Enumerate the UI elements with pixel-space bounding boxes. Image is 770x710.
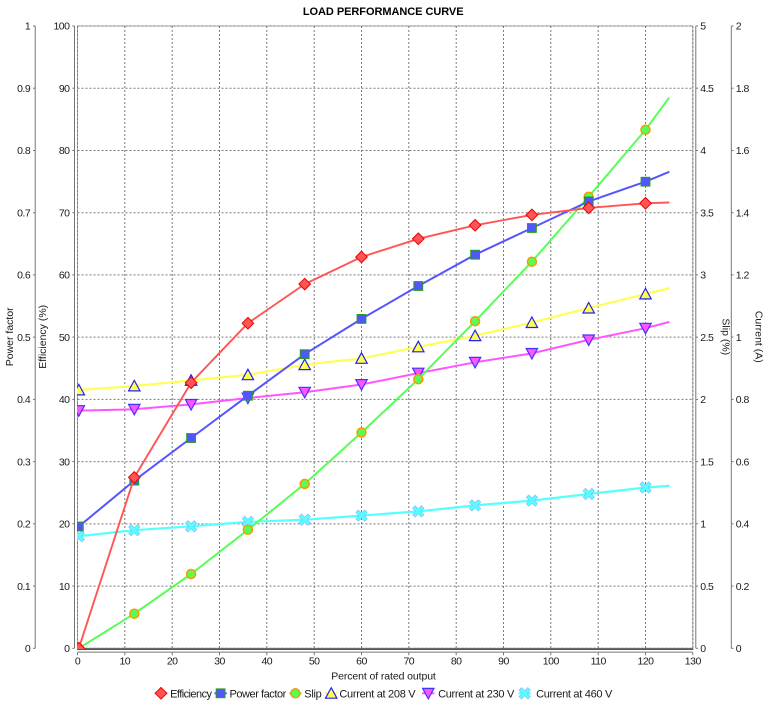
svg-text:Current (A): Current (A) bbox=[752, 311, 764, 363]
svg-text:Efficiency: Efficiency bbox=[170, 688, 212, 700]
svg-text:10: 10 bbox=[119, 656, 130, 668]
svg-text:Power factor: Power factor bbox=[230, 688, 287, 700]
svg-text:1.6: 1.6 bbox=[736, 145, 750, 157]
svg-text:0.5: 0.5 bbox=[700, 581, 714, 593]
svg-text:10: 10 bbox=[59, 581, 70, 593]
svg-text:0: 0 bbox=[64, 643, 70, 655]
svg-text:100: 100 bbox=[543, 656, 560, 668]
svg-text:90: 90 bbox=[59, 83, 70, 95]
svg-text:5: 5 bbox=[700, 21, 706, 33]
svg-text:0.8: 0.8 bbox=[736, 394, 750, 406]
svg-text:80: 80 bbox=[451, 656, 462, 668]
svg-text:30: 30 bbox=[59, 456, 70, 468]
svg-text:0.2: 0.2 bbox=[736, 581, 750, 593]
svg-text:100: 100 bbox=[53, 21, 70, 33]
svg-text:40: 40 bbox=[261, 656, 272, 668]
svg-text:Efficiency (%): Efficiency (%) bbox=[37, 305, 49, 369]
svg-text:20: 20 bbox=[167, 656, 178, 668]
svg-text:1.8: 1.8 bbox=[736, 83, 750, 95]
svg-text:110: 110 bbox=[591, 656, 607, 668]
svg-text:LOAD PERFORMANCE CURVE: LOAD PERFORMANCE CURVE bbox=[303, 6, 464, 18]
svg-text:1: 1 bbox=[700, 519, 706, 531]
svg-text:Power factor: Power factor bbox=[4, 307, 16, 366]
svg-text:0.4: 0.4 bbox=[17, 394, 31, 406]
svg-text:90: 90 bbox=[498, 656, 509, 668]
svg-text:0.5: 0.5 bbox=[17, 332, 31, 344]
svg-text:50: 50 bbox=[309, 656, 320, 668]
svg-text:0.8: 0.8 bbox=[17, 145, 31, 157]
svg-text:130: 130 bbox=[685, 656, 702, 668]
svg-text:0.6: 0.6 bbox=[736, 456, 750, 468]
svg-text:2: 2 bbox=[700, 394, 706, 406]
svg-text:Percent of rated output: Percent of rated output bbox=[331, 670, 436, 682]
svg-text:80: 80 bbox=[59, 145, 70, 157]
svg-text:4: 4 bbox=[700, 145, 706, 157]
svg-text:120: 120 bbox=[637, 656, 654, 668]
svg-text:0.6: 0.6 bbox=[17, 270, 31, 282]
svg-text:1.2: 1.2 bbox=[736, 270, 750, 282]
svg-text:2.5: 2.5 bbox=[700, 332, 714, 344]
svg-text:0.3: 0.3 bbox=[17, 456, 31, 468]
svg-text:1: 1 bbox=[25, 21, 31, 33]
svg-text:1.5: 1.5 bbox=[700, 456, 714, 468]
svg-text:0: 0 bbox=[736, 643, 742, 655]
svg-text:Current at 230 V: Current at 230 V bbox=[438, 688, 515, 700]
svg-text:3: 3 bbox=[700, 270, 706, 282]
svg-text:70: 70 bbox=[59, 207, 70, 219]
svg-text:0: 0 bbox=[25, 643, 31, 655]
svg-text:3.5: 3.5 bbox=[700, 207, 714, 219]
svg-text:60: 60 bbox=[356, 656, 367, 668]
svg-text:70: 70 bbox=[403, 656, 414, 668]
svg-text:0.2: 0.2 bbox=[17, 519, 31, 531]
svg-text:2: 2 bbox=[736, 21, 742, 33]
svg-text:Slip: Slip bbox=[304, 688, 321, 700]
svg-text:0: 0 bbox=[75, 656, 81, 668]
svg-text:50: 50 bbox=[59, 332, 70, 344]
svg-text:Current at 208 V: Current at 208 V bbox=[339, 688, 416, 700]
svg-text:Current at 460 V: Current at 460 V bbox=[536, 688, 613, 700]
svg-text:0.4: 0.4 bbox=[736, 519, 750, 531]
svg-text:40: 40 bbox=[59, 394, 70, 406]
svg-text:20: 20 bbox=[59, 519, 70, 531]
svg-text:4.5: 4.5 bbox=[700, 83, 714, 95]
svg-text:30: 30 bbox=[214, 656, 225, 668]
svg-text:0: 0 bbox=[700, 643, 706, 655]
svg-text:0.1: 0.1 bbox=[17, 581, 31, 593]
svg-text:1.4: 1.4 bbox=[736, 207, 750, 219]
svg-text:0.9: 0.9 bbox=[17, 83, 31, 95]
svg-text:1: 1 bbox=[736, 332, 742, 344]
svg-text:Slip (%): Slip (%) bbox=[719, 318, 731, 355]
svg-text:60: 60 bbox=[59, 270, 70, 282]
svg-text:0.7: 0.7 bbox=[17, 207, 31, 219]
